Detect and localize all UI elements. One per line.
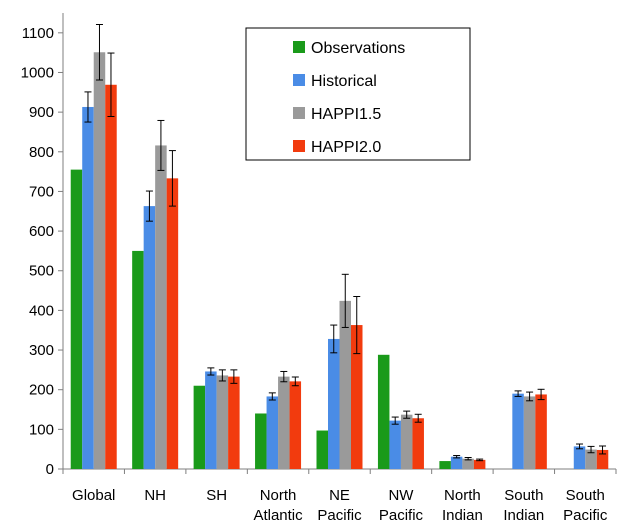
bar	[473, 459, 486, 469]
bar	[400, 414, 413, 469]
bar	[523, 396, 536, 469]
bar	[70, 169, 83, 469]
x-category-label-line: Indian	[503, 507, 544, 524]
bar	[132, 250, 144, 469]
legend-swatch	[293, 140, 305, 152]
y-tick-label: 200	[29, 382, 54, 399]
bar	[316, 430, 328, 469]
x-category-label: NE Pacific	[317, 487, 362, 524]
y-tick-label: 1100	[22, 25, 54, 42]
bar	[166, 178, 179, 470]
x-category-labels: Global NH SH North Atlantic NE Pacific NW Pacifi…	[72, 487, 608, 524]
bar	[351, 325, 363, 469]
bar	[255, 413, 267, 469]
x-category-label: NH	[144, 487, 166, 504]
y-tick-label: 500	[29, 263, 54, 280]
bar	[205, 371, 217, 469]
legend: Observations Historical HAPPI1.5 HAPPI2.0	[245, 27, 471, 161]
x-category-label-line: South	[504, 487, 543, 504]
y-tick-label: 700	[29, 183, 54, 200]
bar	[389, 420, 401, 469]
x-category-label: North Atlantic	[253, 487, 303, 524]
x-category-label: SH	[206, 487, 227, 504]
x-category-label-line: SH	[206, 487, 227, 504]
x-category-label-line: North	[260, 487, 297, 504]
bar	[82, 106, 94, 470]
legend-label: Historical	[311, 73, 377, 90]
bar	[412, 418, 424, 469]
bar	[339, 300, 351, 469]
legend-label: HAPPI1.5	[311, 106, 381, 123]
y-tick-label: 600	[29, 223, 54, 240]
bar	[289, 381, 302, 469]
bar	[266, 396, 279, 469]
x-category-label-line: Indian	[442, 507, 483, 524]
bar	[450, 456, 463, 469]
x-category-label: South Indian	[503, 487, 544, 524]
x-category-label: South Pacific	[563, 487, 608, 524]
bar	[462, 458, 474, 469]
x-category-label-line: Pacific	[379, 507, 424, 524]
bar	[535, 394, 547, 469]
bar	[216, 375, 229, 469]
x-category-label-line: Pacific	[563, 507, 608, 524]
bar	[93, 52, 106, 470]
legend-label: Observations	[311, 40, 405, 57]
y-tick-labels: 0 100 200 300 400 500 600 700 800 900 1000 1100	[21, 25, 54, 478]
x-category-label: Global	[72, 487, 115, 504]
bar	[439, 461, 451, 469]
bar	[585, 449, 597, 469]
error-bars	[84, 23, 607, 462]
legend-label: HAPPI2.0	[311, 139, 381, 156]
x-category-label-line: Atlantic	[253, 507, 303, 524]
bar	[278, 376, 290, 469]
x-category-label-line: NE	[329, 487, 350, 504]
x-category-label-line: NW	[388, 487, 414, 504]
y-tick-label: 0	[46, 461, 54, 478]
bar	[573, 446, 586, 469]
bar	[377, 354, 390, 469]
legend-swatch	[293, 74, 305, 86]
x-category-label-line: South	[566, 487, 605, 504]
x-category-label-line: NH	[144, 487, 166, 504]
bar	[596, 449, 609, 469]
y-tick-label: 900	[29, 104, 54, 121]
bar	[143, 206, 156, 470]
y-tick-label: 100	[29, 421, 54, 438]
bars	[70, 52, 609, 470]
legend-box	[245, 27, 471, 161]
bar	[193, 385, 206, 469]
x-category-label-line: Pacific	[317, 507, 362, 524]
bar	[512, 393, 524, 469]
y-tick-label: 400	[29, 302, 54, 319]
x-category-label-line: North	[444, 487, 481, 504]
legend-swatch	[293, 107, 305, 119]
bar	[228, 376, 240, 469]
bar	[155, 145, 167, 469]
legend-swatch	[293, 41, 305, 53]
bar	[105, 84, 117, 469]
y-tick-label: 800	[29, 144, 54, 161]
y-tick-label: 1000	[21, 64, 54, 81]
bar	[328, 338, 340, 469]
y-tick-label: 300	[29, 342, 54, 359]
x-category-label: North Indian	[442, 487, 483, 524]
x-category-label-line: Global	[72, 487, 115, 504]
x-category-label: NW Pacific	[379, 487, 424, 524]
